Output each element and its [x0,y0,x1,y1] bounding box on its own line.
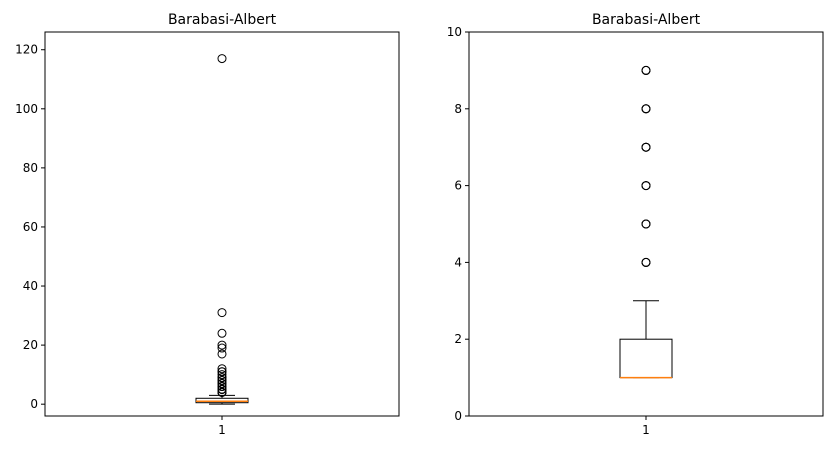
subplot-1-ytick-label: 60 [23,220,38,234]
subplot-2-group: Barabasi-Albert 0 2 4 6 8 10 1 [447,12,824,437]
subplot-2-outlier-point [641,142,651,152]
subplot-2-ytick-label: 4 [454,255,462,269]
subplot-1-ytick-label: 80 [23,161,38,175]
subplot-1-outlier-point [217,340,227,350]
subplot-1-outlier-point [217,328,227,338]
subplot-1-ytick-label: 0 [30,397,38,411]
subplot-2-xtick-label: 1 [642,423,650,437]
subplot-2-outlier-point [641,65,651,75]
subplot-1-outlier-point [217,381,227,391]
subplot-1-xtick-label: 1 [218,423,226,437]
subplot-1-ytick-label: 40 [23,279,38,293]
subplot-1-outlier-point [217,364,227,374]
subplot-1-outlier-point [217,343,227,353]
subplot-1-outlier-point [217,373,227,383]
subplot-1-outlier-point [217,367,227,377]
subplot-2-outlier-point [641,219,651,229]
subplot-2-ytick-label: 6 [454,179,462,193]
subplot-2-outlier-point [641,181,651,191]
subplot-1-title: Barabasi-Albert [168,12,277,28]
subplot-1-outlier-point [217,387,227,397]
subplot-1-outlier-point [217,379,227,389]
subplot-1-ytick-label: 100 [15,102,38,116]
subplot-2-ytick-label: 0 [454,409,462,423]
subplot-2-ytick-label: 8 [454,102,462,116]
subplot-2-ytick-label: 2 [454,332,462,346]
subplot-2-title: Barabasi-Albert [592,12,701,28]
subplot-1-outlier-point [217,54,227,64]
subplot-1-outlier-point [217,384,227,394]
subplot-1-outlier-point [217,370,227,380]
subplot-1-ytick-label: 120 [15,43,38,57]
subplot-2-axes-frame [468,31,824,417]
subplot-1-outlier-point [217,376,227,386]
subplot-1-outlier-point [217,349,227,359]
subplot-2-ytick-label: 10 [447,25,462,39]
subplot-1-group: Barabasi-Albert 0 20 40 60 80 100 120 1 [15,12,400,437]
subplot-2-outlier-point [641,104,651,114]
subplot-1-outlier-point [217,308,227,318]
subplot-1-ytick-label: 20 [23,338,38,352]
subplot-2-outlier-point [641,257,651,267]
